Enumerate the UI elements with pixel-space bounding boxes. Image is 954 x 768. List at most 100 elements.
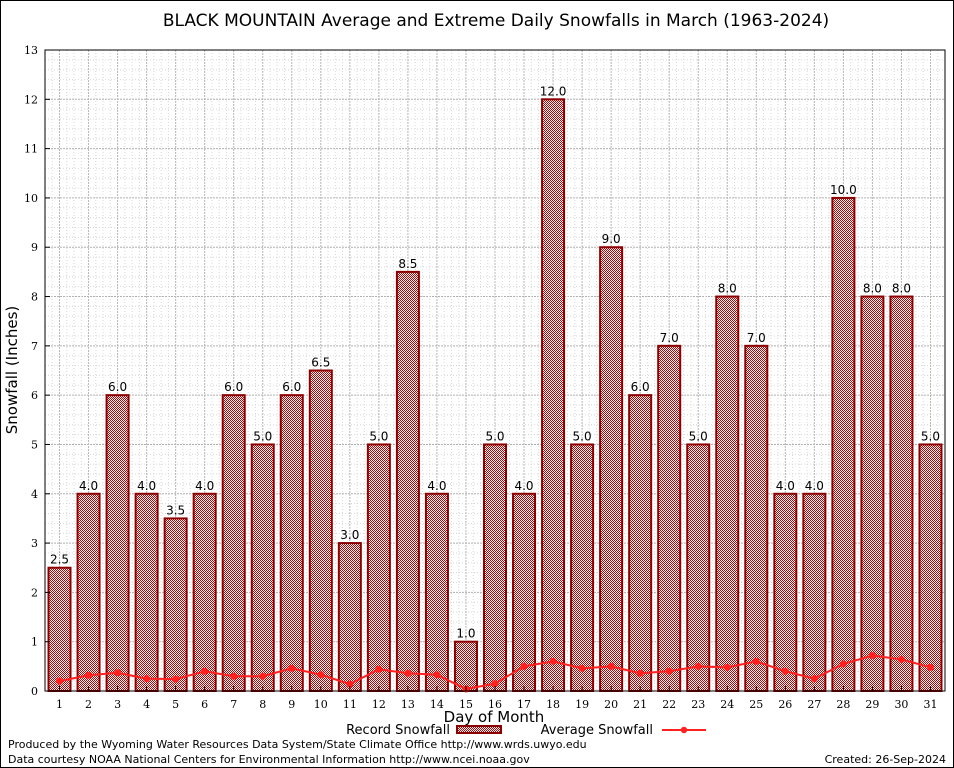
x-tick-label: 31 (923, 698, 937, 711)
x-tick-label: 25 (749, 698, 763, 711)
average-point-day-9 (288, 664, 296, 672)
x-tick-label: 18 (546, 698, 560, 711)
legend-average-marker (680, 726, 688, 734)
x-tick-label: 12 (372, 698, 386, 711)
x-tick-label: 23 (691, 698, 705, 711)
x-tick-label: 27 (807, 698, 821, 711)
bar-day-13 (395, 270, 420, 692)
average-point-day-10 (317, 671, 325, 679)
y-tick-label: 9 (31, 241, 38, 254)
bar-day-5 (163, 517, 188, 693)
x-tick-label: 3 (114, 698, 121, 711)
bar-day-10 (308, 369, 333, 692)
x-tick-label: 29 (865, 698, 879, 711)
x-tick-label: 24 (720, 698, 734, 711)
y-tick-label: 6 (31, 389, 38, 402)
data-label-day-16: 5.0 (485, 429, 504, 443)
average-point-day-12 (375, 665, 383, 673)
bar-day-29 (860, 295, 885, 692)
bars: 2.5 4.0 6.0 4.0 3.5 4.0 6.0 5.0 6.0 6.5 3.0 5.0 8.5 4… (47, 84, 943, 693)
x-tick-label: 11 (343, 698, 357, 711)
data-label-day-15: 1.0 (456, 627, 475, 641)
data-label-day-13: 8.5 (398, 257, 417, 271)
bar-day-16 (483, 443, 507, 693)
data-label-day-10: 6.5 (311, 356, 330, 370)
y-tick-label: 7 (31, 340, 38, 353)
legend-record-swatch (456, 725, 502, 734)
legend: Record Snowfall Average Snowfall (346, 723, 706, 738)
average-point-day-5 (172, 675, 180, 683)
average-point-day-25 (752, 657, 760, 665)
x-tick-label: 9 (288, 698, 295, 711)
average-point-day-18 (549, 657, 557, 665)
average-point-day-8 (259, 672, 267, 680)
average-point-day-6 (201, 667, 209, 675)
bar-day-25 (744, 344, 769, 692)
data-label-day-2: 4.0 (79, 479, 98, 493)
average-point-day-13 (404, 669, 412, 677)
bar-day-8 (250, 443, 275, 693)
y-tick-label: 8 (31, 291, 38, 304)
average-point-day-1 (56, 677, 64, 685)
bar-day-11 (337, 542, 362, 692)
bar-day-26 (773, 492, 798, 692)
y-tick-label: 10 (24, 192, 38, 205)
data-label-day-24: 8.0 (718, 282, 737, 296)
data-label-day-18: 12.0 (540, 84, 567, 98)
x-tick-label: 19 (575, 698, 589, 711)
bar-day-15 (453, 640, 478, 693)
data-label-day-22: 7.0 (660, 331, 679, 345)
data-label-day-9: 6.0 (282, 380, 301, 394)
data-label-day-4: 4.0 (137, 479, 156, 493)
chart-title: BLACK MOUNTAIN Average and Extreme Daily… (163, 11, 829, 31)
y-tick-label: 4 (31, 488, 38, 501)
x-tick-label: 8 (259, 698, 266, 711)
average-point-day-21 (636, 669, 644, 677)
x-tick-label: 21 (633, 698, 647, 711)
data-label-day-31: 5.0 (921, 429, 940, 443)
data-label-day-7: 6.0 (224, 380, 243, 394)
data-label-day-23: 5.0 (689, 429, 708, 443)
bar-day-18 (541, 98, 566, 693)
data-label-day-30: 8.0 (892, 282, 911, 296)
average-point-day-16 (491, 680, 499, 688)
bar-day-6 (192, 492, 217, 692)
bar-day-19 (570, 443, 595, 693)
data-label-day-26: 4.0 (776, 479, 795, 493)
x-tick-label: 26 (778, 698, 792, 711)
y-tick-label: 5 (31, 438, 38, 451)
x-tick-label: 20 (604, 698, 618, 711)
bar-day-2 (76, 492, 101, 692)
data-label-day-14: 4.0 (427, 479, 446, 493)
y-axis-label: Snowfall (Inches) (3, 306, 21, 434)
x-axis-label: Day of Month (444, 708, 545, 726)
data-label-day-19: 5.0 (573, 429, 592, 443)
bar-day-20 (599, 246, 624, 692)
x-tick-label: 10 (314, 698, 328, 711)
bar-day-4 (134, 492, 159, 692)
data-label-day-25: 7.0 (747, 331, 766, 345)
average-point-day-26 (781, 667, 789, 675)
x-tick-label: 7 (230, 698, 237, 711)
average-point-day-24 (723, 663, 731, 671)
average-point-day-3 (114, 669, 122, 677)
y-tick-label: 2 (31, 586, 38, 599)
footer-produced-by: Produced by the Wyoming Water Resources … (8, 738, 587, 751)
x-tick-label: 5 (172, 698, 179, 711)
data-label-day-21: 6.0 (631, 380, 650, 394)
data-label-day-27: 4.0 (805, 479, 824, 493)
y-tick-label: 12 (24, 93, 38, 106)
x-tick-label: 2 (85, 698, 92, 711)
average-point-day-11 (346, 680, 354, 688)
average-point-day-23 (694, 662, 702, 670)
bar-day-31 (918, 443, 943, 693)
data-label-day-12: 5.0 (369, 429, 388, 443)
average-point-day-7 (230, 672, 238, 680)
average-point-day-30 (897, 655, 905, 663)
average-point-day-17 (520, 662, 528, 670)
bar-day-30 (889, 295, 914, 692)
data-label-day-17: 4.0 (514, 479, 533, 493)
y-tick-label: 1 (31, 636, 38, 649)
